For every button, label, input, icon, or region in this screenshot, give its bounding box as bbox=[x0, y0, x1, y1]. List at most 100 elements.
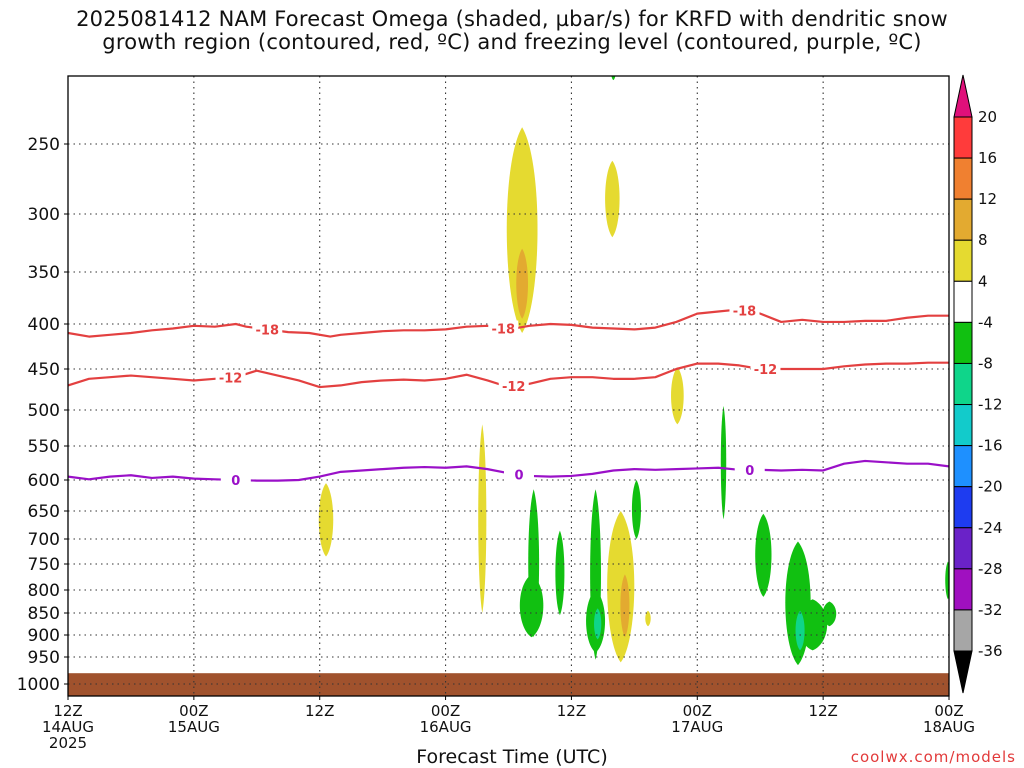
colorbar-label: -24 bbox=[978, 519, 1003, 537]
omega-positive-region bbox=[605, 160, 620, 238]
y-tick-label: 450 bbox=[28, 360, 60, 380]
colorbar-label: 12 bbox=[978, 190, 997, 208]
y-tick-label: 500 bbox=[28, 401, 60, 421]
omega-negative-region bbox=[611, 76, 616, 81]
x-axis-title: Forecast Time (UTC) bbox=[416, 746, 608, 768]
omega-negative-region bbox=[822, 601, 837, 627]
credit-text: coolwx.com/models bbox=[850, 748, 1016, 766]
terrain-fill bbox=[68, 673, 949, 696]
omega-negative-region bbox=[755, 513, 772, 597]
colorbar-swatch bbox=[953, 404, 973, 447]
y-tick-label: 1000 bbox=[17, 675, 60, 695]
contour-label: -12 bbox=[754, 363, 778, 378]
contour-label: -18 bbox=[733, 304, 757, 319]
omega-positive-region bbox=[607, 511, 635, 663]
colorbar-swatch bbox=[953, 527, 973, 570]
colorbar-top-triangle bbox=[953, 74, 973, 118]
x-tick-label: 14AUG bbox=[42, 718, 94, 736]
y-tick-label: 950 bbox=[28, 648, 60, 668]
y-tick-label: 800 bbox=[28, 581, 60, 601]
omega-negative-region bbox=[519, 574, 544, 638]
colorbar-swatch bbox=[953, 280, 973, 323]
colorbar-label: -12 bbox=[978, 396, 1003, 414]
x-tick-label: 17AUG bbox=[671, 718, 723, 736]
contour-label-bg bbox=[252, 321, 283, 338]
colorbar-swatch bbox=[953, 486, 973, 529]
contour-label-bg bbox=[750, 361, 781, 377]
colorbar-label: 4 bbox=[978, 272, 988, 290]
x-tick-label: 12Z bbox=[808, 702, 837, 720]
y-tick-label: 300 bbox=[28, 205, 60, 225]
omega-negative-region bbox=[720, 405, 727, 520]
x-tick-label: 2025 bbox=[49, 734, 87, 752]
omega-negative-region bbox=[945, 561, 949, 600]
colorbar-swatch bbox=[953, 568, 973, 611]
omega-negative-region bbox=[631, 480, 641, 539]
contour-label: -12 bbox=[502, 380, 526, 395]
x-tick-label: 12Z bbox=[305, 702, 334, 720]
x-tick-label: 00Z bbox=[431, 702, 460, 720]
y-tick-label: 850 bbox=[28, 604, 60, 624]
title-line-1: 2025081412 NAM Forecast Omega (shaded, µ… bbox=[76, 7, 948, 31]
contour-label: 0 bbox=[231, 474, 240, 489]
colorbar-label: -28 bbox=[978, 560, 1003, 578]
colorbar-label: -16 bbox=[978, 437, 1003, 455]
y-tick-label: 600 bbox=[28, 471, 60, 491]
colorbar-label: 16 bbox=[978, 149, 997, 167]
colorbar-bottom-triangle bbox=[953, 650, 973, 694]
y-tick-label: 350 bbox=[28, 263, 60, 283]
y-tick-label: 750 bbox=[28, 555, 60, 575]
colorbar-swatch bbox=[953, 198, 973, 241]
x-tick-label: 18AUG bbox=[923, 718, 975, 736]
omega-negative-region bbox=[594, 608, 602, 640]
omega-negative-region bbox=[795, 610, 805, 651]
contour-label-bg bbox=[503, 466, 534, 483]
contour-label: -18 bbox=[492, 323, 516, 338]
colorbar-swatch bbox=[953, 321, 973, 364]
x-tick-label: 00Z bbox=[179, 702, 208, 720]
colorbar-label: -36 bbox=[978, 642, 1003, 660]
x-tick-label: 00Z bbox=[683, 702, 712, 720]
y-tick-label: 900 bbox=[28, 626, 60, 646]
omega-positive-region bbox=[478, 424, 487, 613]
contour-label-bg bbox=[220, 472, 251, 488]
contour-label-bg bbox=[488, 320, 519, 337]
colorbar-label: -20 bbox=[978, 478, 1003, 496]
contour-label-bg bbox=[215, 369, 246, 386]
x-tick-label: 00Z bbox=[934, 702, 963, 720]
contour-label-bg bbox=[734, 461, 765, 478]
colorbar-label: -32 bbox=[978, 601, 1003, 619]
omega-positive-region bbox=[645, 610, 651, 627]
x-tick-label: 12Z bbox=[53, 702, 82, 720]
colorbar-swatch bbox=[953, 445, 973, 488]
y-tick-label: 400 bbox=[28, 315, 60, 335]
colorbar-swatch bbox=[953, 116, 973, 159]
chart-title: 2025081412 NAM Forecast Omega (shaded, µ… bbox=[0, 8, 1024, 54]
colorbar-swatch bbox=[953, 157, 973, 200]
y-tick-label: 650 bbox=[28, 502, 60, 522]
y-tick-label: 550 bbox=[28, 437, 60, 457]
x-tick-label: 16AUG bbox=[420, 718, 472, 736]
contour-label-bg bbox=[498, 378, 529, 395]
colorbar-label: 20 bbox=[978, 108, 997, 126]
omega-positive-region bbox=[318, 483, 334, 557]
title-line-2: growth region (contoured, red, ºC) and f… bbox=[102, 30, 922, 54]
omega-negative-region bbox=[555, 530, 565, 616]
omega-positive-region bbox=[620, 574, 630, 638]
contour-label: 0 bbox=[745, 464, 754, 479]
y-tick-label: 250 bbox=[28, 135, 60, 155]
contour-label-bg bbox=[729, 302, 760, 319]
colorbar-label: -4 bbox=[978, 313, 993, 331]
contour-label: -18 bbox=[256, 323, 280, 338]
colorbar-swatch bbox=[953, 239, 973, 282]
omega-negative-region bbox=[798, 599, 828, 651]
y-tick-label: 700 bbox=[28, 530, 60, 550]
omega-positive-region bbox=[516, 248, 529, 319]
colorbar-swatch bbox=[953, 362, 973, 406]
x-tick-label: 12Z bbox=[557, 702, 586, 720]
colorbar-label: 8 bbox=[978, 231, 988, 249]
contour-label: -12 bbox=[219, 372, 243, 387]
contour-label: 0 bbox=[514, 469, 523, 484]
x-tick-label: 15AUG bbox=[168, 718, 220, 736]
